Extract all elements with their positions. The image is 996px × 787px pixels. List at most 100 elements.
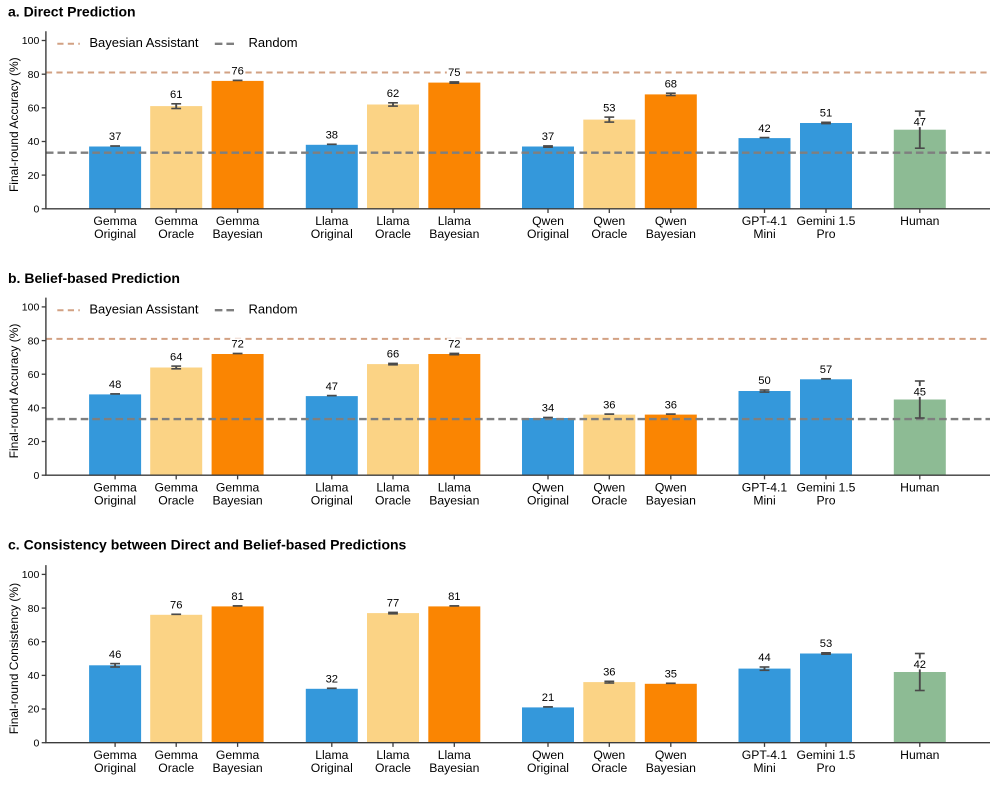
svg-text:76: 76 bbox=[170, 600, 182, 612]
svg-text:Human: Human bbox=[900, 480, 939, 494]
svg-text:Random: Random bbox=[249, 35, 298, 50]
svg-text:Original: Original bbox=[527, 227, 569, 241]
svg-text:Qwen: Qwen bbox=[593, 748, 625, 762]
svg-text:GPT-4.1: GPT-4.1 bbox=[742, 748, 788, 762]
svg-text:Oracle: Oracle bbox=[375, 761, 411, 775]
svg-text:Bayesian: Bayesian bbox=[429, 761, 479, 775]
svg-text:77: 77 bbox=[387, 598, 399, 610]
svg-text:60: 60 bbox=[28, 636, 40, 648]
svg-text:Final-round Accuracy (%): Final-round Accuracy (%) bbox=[7, 324, 21, 459]
svg-text:81: 81 bbox=[231, 591, 243, 603]
svg-text:64: 64 bbox=[170, 351, 182, 363]
svg-text:Original: Original bbox=[527, 494, 569, 508]
svg-text:Gemma: Gemma bbox=[155, 748, 199, 762]
svg-text:20: 20 bbox=[28, 170, 40, 182]
svg-text:Bayesian Assistant: Bayesian Assistant bbox=[89, 302, 199, 317]
svg-text:Oracle: Oracle bbox=[158, 761, 194, 775]
svg-text:Oracle: Oracle bbox=[591, 494, 627, 508]
svg-text:Pro: Pro bbox=[817, 227, 836, 241]
svg-text:Mini: Mini bbox=[753, 227, 775, 241]
svg-text:Final-round Consistency (%): Final-round Consistency (%) bbox=[7, 583, 21, 734]
svg-text:Gemma: Gemma bbox=[93, 480, 137, 494]
svg-text:Mini: Mini bbox=[753, 761, 775, 775]
svg-text:62: 62 bbox=[387, 88, 399, 100]
svg-text:42: 42 bbox=[914, 659, 926, 671]
svg-text:Llama: Llama bbox=[315, 748, 348, 762]
svg-text:Bayesian: Bayesian bbox=[213, 494, 263, 508]
svg-text:Bayesian: Bayesian bbox=[429, 227, 479, 241]
svg-text:61: 61 bbox=[170, 89, 182, 101]
svg-text:Gemini 1.5: Gemini 1.5 bbox=[797, 748, 856, 762]
svg-text:40: 40 bbox=[28, 670, 40, 682]
svg-text:Qwen: Qwen bbox=[532, 480, 564, 494]
svg-text:Mini: Mini bbox=[753, 494, 775, 508]
svg-text:Random: Random bbox=[249, 302, 298, 317]
svg-text:75: 75 bbox=[448, 67, 460, 79]
svg-text:Llama: Llama bbox=[438, 480, 471, 494]
svg-text:Gemma: Gemma bbox=[155, 214, 199, 228]
svg-text:Qwen: Qwen bbox=[655, 480, 687, 494]
svg-text:Qwen: Qwen bbox=[593, 480, 625, 494]
svg-text:Bayesian: Bayesian bbox=[646, 494, 696, 508]
svg-text:Llama: Llama bbox=[438, 214, 471, 228]
svg-text:Original: Original bbox=[311, 494, 353, 508]
svg-text:Qwen: Qwen bbox=[532, 214, 564, 228]
svg-text:72: 72 bbox=[231, 339, 243, 351]
svg-text:Original: Original bbox=[311, 761, 353, 775]
svg-text:66: 66 bbox=[387, 349, 399, 361]
svg-text:Llama: Llama bbox=[315, 480, 348, 494]
svg-text:Bayesian: Bayesian bbox=[213, 761, 263, 775]
svg-text:50: 50 bbox=[758, 375, 770, 387]
svg-text:Oracle: Oracle bbox=[591, 761, 627, 775]
svg-text:21: 21 bbox=[542, 692, 554, 704]
svg-text:0: 0 bbox=[33, 737, 39, 749]
svg-text:Gemma: Gemma bbox=[216, 748, 260, 762]
svg-text:38: 38 bbox=[326, 130, 338, 142]
svg-text:c. Consistency between Direct: c. Consistency between Direct and Belief… bbox=[8, 537, 407, 553]
svg-text:80: 80 bbox=[28, 335, 40, 347]
svg-text:60: 60 bbox=[28, 103, 40, 115]
svg-text:0: 0 bbox=[33, 470, 39, 482]
svg-text:36: 36 bbox=[603, 667, 615, 679]
svg-text:34: 34 bbox=[542, 403, 554, 415]
svg-text:Gemini 1.5: Gemini 1.5 bbox=[797, 480, 856, 494]
svg-text:Llama: Llama bbox=[376, 214, 409, 228]
svg-text:0: 0 bbox=[33, 204, 39, 216]
svg-text:Bayesian: Bayesian bbox=[213, 227, 263, 241]
svg-text:Oracle: Oracle bbox=[158, 494, 194, 508]
svg-text:100: 100 bbox=[22, 302, 40, 314]
svg-text:Gemma: Gemma bbox=[216, 214, 260, 228]
svg-text:Qwen: Qwen bbox=[655, 214, 687, 228]
svg-text:44: 44 bbox=[758, 652, 770, 664]
svg-text:35: 35 bbox=[665, 669, 677, 681]
svg-text:20: 20 bbox=[28, 704, 40, 716]
svg-text:Oracle: Oracle bbox=[375, 227, 411, 241]
svg-text:Qwen: Qwen bbox=[532, 748, 564, 762]
svg-text:100: 100 bbox=[22, 35, 40, 47]
svg-text:Original: Original bbox=[311, 227, 353, 241]
svg-text:42: 42 bbox=[758, 123, 770, 135]
svg-text:Oracle: Oracle bbox=[158, 227, 194, 241]
svg-text:GPT-4.1: GPT-4.1 bbox=[742, 214, 788, 228]
svg-text:45: 45 bbox=[914, 387, 926, 399]
svg-text:100: 100 bbox=[22, 569, 40, 581]
svg-text:Pro: Pro bbox=[817, 761, 836, 775]
svg-text:Human: Human bbox=[900, 748, 939, 762]
svg-text:32: 32 bbox=[326, 674, 338, 686]
svg-text:37: 37 bbox=[542, 131, 554, 143]
svg-text:40: 40 bbox=[28, 403, 40, 415]
svg-text:Bayesian: Bayesian bbox=[646, 227, 696, 241]
svg-text:68: 68 bbox=[665, 78, 677, 90]
svg-text:Bayesian: Bayesian bbox=[429, 494, 479, 508]
svg-text:Gemma: Gemma bbox=[155, 480, 199, 494]
svg-text:Oracle: Oracle bbox=[591, 227, 627, 241]
svg-text:Llama: Llama bbox=[376, 480, 409, 494]
svg-text:Original: Original bbox=[94, 761, 136, 775]
svg-text:Bayesian: Bayesian bbox=[646, 761, 696, 775]
svg-text:Llama: Llama bbox=[315, 214, 348, 228]
svg-text:36: 36 bbox=[665, 399, 677, 411]
svg-text:Qwen: Qwen bbox=[593, 214, 625, 228]
svg-text:Original: Original bbox=[94, 227, 136, 241]
svg-text:40: 40 bbox=[28, 136, 40, 148]
svg-text:46: 46 bbox=[109, 649, 121, 661]
